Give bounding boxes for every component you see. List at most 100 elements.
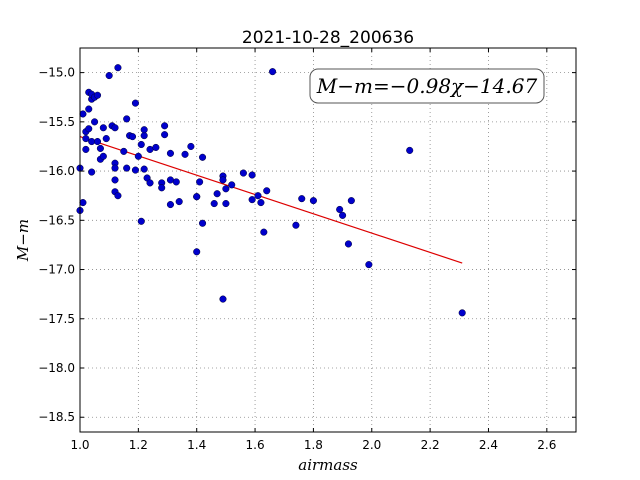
y-tick-label: −18.0 [38,361,75,375]
data-point [161,131,169,139]
fit-annotation: M−m=−0.98χ−14.67 [309,68,545,104]
data-point [260,228,268,236]
data-point [137,140,145,149]
y-tick-label: −18.5 [38,410,75,424]
data-point [85,125,93,133]
y-tick-label: −15.5 [38,115,75,129]
data-point [102,135,110,143]
data-point [123,115,131,123]
data-points [76,64,466,317]
data-point [219,176,227,184]
data-point [93,137,102,146]
x-axis-label: airmass [298,456,358,474]
data-point [365,261,373,269]
data-point [339,211,347,219]
data-point [193,248,201,256]
x-tick-labels: 1.0 1.2 1.4 1.6 1.8 2.0 2.2 2.4 2.6 [70,438,556,452]
x-tick-label: 1.0 [70,438,89,452]
data-point [105,72,113,80]
data-point [158,184,166,192]
data-point [111,176,119,184]
data-point [114,192,122,200]
data-point [137,217,145,225]
data-point [248,196,256,204]
data-point [193,193,201,201]
data-point [181,150,189,158]
data-point [166,201,174,209]
data-point [120,147,128,155]
data-point [228,181,236,189]
y-tick-label: −16.5 [38,213,75,227]
x-tick-label: 1.6 [246,438,265,452]
fit-layer [79,136,463,264]
data-point [82,135,90,143]
data-point [210,200,218,208]
data-point [131,166,139,174]
data-point [458,309,466,317]
x-tick-label: 2.2 [421,438,440,452]
x-tick-label: 2.4 [479,438,498,452]
data-point [213,190,221,198]
x-tick-label: 1.2 [129,438,148,452]
data-point [239,169,247,177]
y-tick-label: −17.0 [38,263,75,277]
data-point [96,144,104,152]
data-point [99,152,107,160]
data-point [344,240,352,248]
data-point [336,205,344,214]
data-point [269,68,277,76]
y-tick-label: −16.0 [38,164,75,178]
y-axis-label: M−m [14,219,32,262]
data-point [140,165,148,173]
data-point [187,142,195,151]
y-tick-label: −15.0 [38,66,75,80]
data-point [140,126,148,134]
data-point [257,199,265,207]
data-point [146,179,154,187]
data-point [198,219,207,227]
data-point [198,153,207,161]
x-tick-label: 2.6 [537,438,556,452]
ticks [79,48,576,432]
data-point [175,198,183,206]
data-point [263,187,271,195]
data-point [131,99,139,107]
data-point [292,221,300,229]
data-point [219,295,227,303]
data-point [79,199,87,207]
y-tick-labels: −15.0 −15.5 −16.0 −16.5 −17.0 −17.5 −18.0 −18.5 [38,66,75,425]
data-point [254,192,262,200]
data-point [161,122,169,130]
data-point [406,146,414,154]
data-point [222,200,230,208]
chart-title: 2021-10-28_200636 [242,28,414,48]
data-point [309,197,317,205]
x-tick-label: 1.8 [304,438,323,452]
annotation-text: M−m=−0.98χ−14.67 [316,74,538,98]
data-point [166,149,174,157]
data-point [114,64,122,72]
x-tick-label: 2.0 [362,438,381,452]
data-point [82,145,90,153]
data-point [111,124,119,132]
data-point [248,171,256,179]
grid [79,48,576,432]
data-point [85,105,93,113]
data-point [298,195,306,203]
data-point [128,133,137,141]
data-point [79,110,87,118]
plot-area [80,48,576,432]
data-point [88,168,96,176]
data-point [99,124,107,132]
data-point [111,164,119,172]
data-point [152,143,160,151]
data-point [222,185,230,193]
data-point [196,178,204,186]
x-tick-label: 1.4 [187,438,206,452]
annotation-box [309,68,545,104]
data-point [93,91,102,99]
data-point [347,197,355,205]
plot-frame [79,47,577,433]
data-point [123,164,131,172]
